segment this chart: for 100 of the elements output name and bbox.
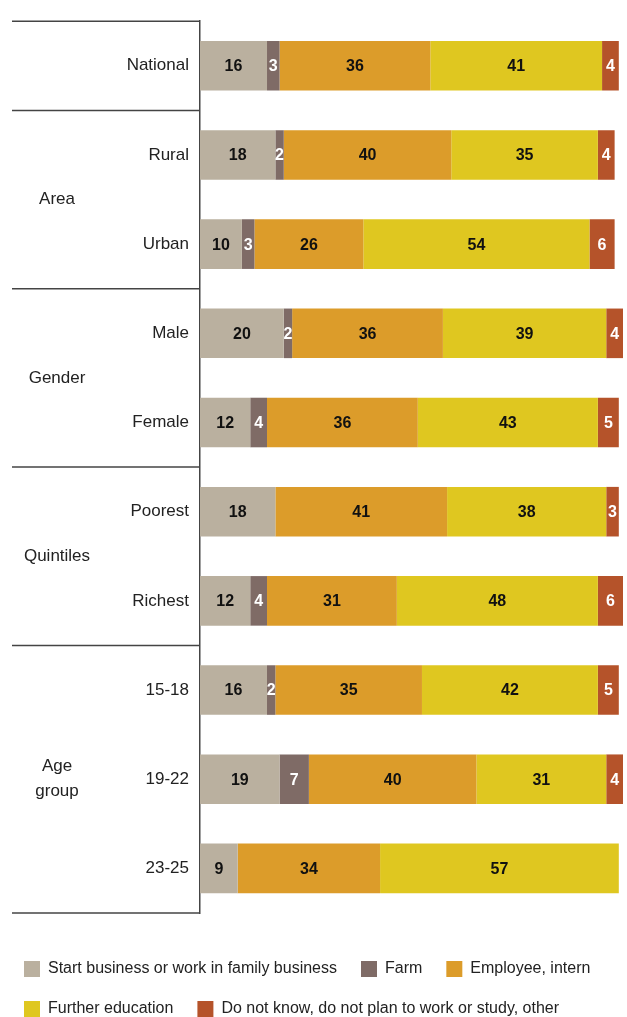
data-label: 36: [358, 324, 377, 342]
bar: [267, 397, 418, 448]
bar: [250, 576, 268, 626]
bar: [597, 665, 619, 715]
bar: [279, 41, 431, 91]
legend-label: Do not know, do not plan to work or study, other: [221, 999, 560, 1017]
legend-label: Start business or work in family business: [48, 959, 337, 977]
data-label: 26: [299, 235, 318, 253]
data-label: 16: [224, 57, 243, 75]
data-label: 4: [254, 592, 264, 610]
legend-label: Employee, intern: [470, 959, 591, 977]
data-label: 5: [603, 413, 613, 431]
bar: [200, 843, 238, 894]
data-label: 3: [243, 235, 253, 253]
bar: [279, 754, 309, 805]
data-label: 20: [232, 324, 251, 342]
y-tick-label: Male: [152, 323, 189, 343]
data-label: 16: [224, 681, 243, 699]
bar: [200, 486, 276, 537]
data-label: 39: [515, 324, 534, 342]
data-label: 54: [467, 235, 486, 253]
bar: [237, 843, 381, 894]
data-label: 57: [490, 859, 509, 877]
bar: [417, 397, 598, 448]
data-label: 35: [515, 146, 534, 164]
y-tick-label: 23-25: [145, 858, 189, 878]
bar: [308, 754, 477, 805]
bar: [606, 308, 623, 359]
data-label: 36: [333, 413, 352, 431]
bar: [442, 308, 607, 359]
y-tick-label: National: [126, 55, 189, 75]
y-tick-label: 19-22: [145, 768, 189, 788]
y-tick-label: Urban: [142, 233, 189, 253]
bar: [597, 576, 623, 626]
bar: [254, 219, 364, 269]
bar: [200, 397, 251, 448]
bar: [606, 754, 623, 805]
bar: [267, 41, 280, 91]
data-label: 12: [216, 413, 235, 431]
y-tick-label: 15-18: [145, 679, 189, 699]
data-label: 5: [603, 681, 613, 699]
data-label: 35: [339, 681, 358, 699]
data-label: 31: [532, 770, 551, 788]
bar: [275, 130, 284, 180]
bar: [200, 576, 251, 626]
bar: [447, 486, 607, 537]
bar: [597, 397, 619, 448]
bar: [200, 219, 242, 269]
data-label: 6: [605, 592, 615, 610]
y-tick-label: Rural: [148, 144, 189, 164]
data-label: 31: [323, 592, 341, 610]
data-label: 10: [212, 235, 230, 253]
bar: [200, 308, 284, 359]
text: Quintiles: [23, 545, 91, 565]
data-label: 4: [610, 324, 620, 342]
bar: [283, 130, 452, 180]
text: Age group: [35, 756, 79, 801]
text: Gender: [28, 367, 86, 387]
data-label: 12: [216, 592, 235, 610]
bar: [421, 665, 598, 715]
data-label: 4: [605, 57, 615, 75]
legend-label: Further education: [48, 999, 174, 1017]
data-label: 48: [488, 592, 507, 610]
bar: [476, 754, 607, 805]
data-label: 4: [601, 146, 611, 164]
data-label: 3: [608, 503, 618, 521]
data-label: 40: [383, 770, 402, 788]
y-tick-label: Poorest: [130, 501, 190, 521]
bar: [380, 843, 619, 894]
bar: [267, 576, 397, 626]
bar: [589, 219, 615, 269]
bar: [606, 486, 619, 537]
data-label: 2: [283, 324, 293, 342]
bar: [292, 308, 443, 359]
data-label: 41: [507, 57, 526, 75]
bar: [250, 397, 268, 448]
data-label: 34: [299, 859, 318, 877]
bar: [200, 665, 268, 715]
legend-label: Farm: [385, 959, 423, 977]
data-label: 18: [228, 146, 247, 164]
data-label: 43: [498, 413, 517, 431]
data-label: 3: [268, 57, 278, 75]
bar: [200, 130, 276, 180]
bar: [275, 665, 422, 715]
data-label: 19: [230, 770, 249, 788]
data-label: 41: [352, 503, 371, 521]
data-label: 18: [228, 503, 247, 521]
data-label: 42: [501, 681, 519, 699]
bar: [200, 754, 280, 805]
data-label: 38: [517, 503, 536, 521]
data-label: 4: [610, 770, 620, 788]
bar: [451, 130, 598, 180]
bar: [275, 486, 448, 537]
data-label: 7: [289, 770, 299, 788]
text: Area: [39, 189, 76, 209]
bar: [200, 41, 268, 91]
y-tick-label: Female: [132, 412, 189, 432]
data-label: 40: [358, 146, 377, 164]
bar: [602, 41, 619, 91]
bar: [430, 41, 603, 91]
